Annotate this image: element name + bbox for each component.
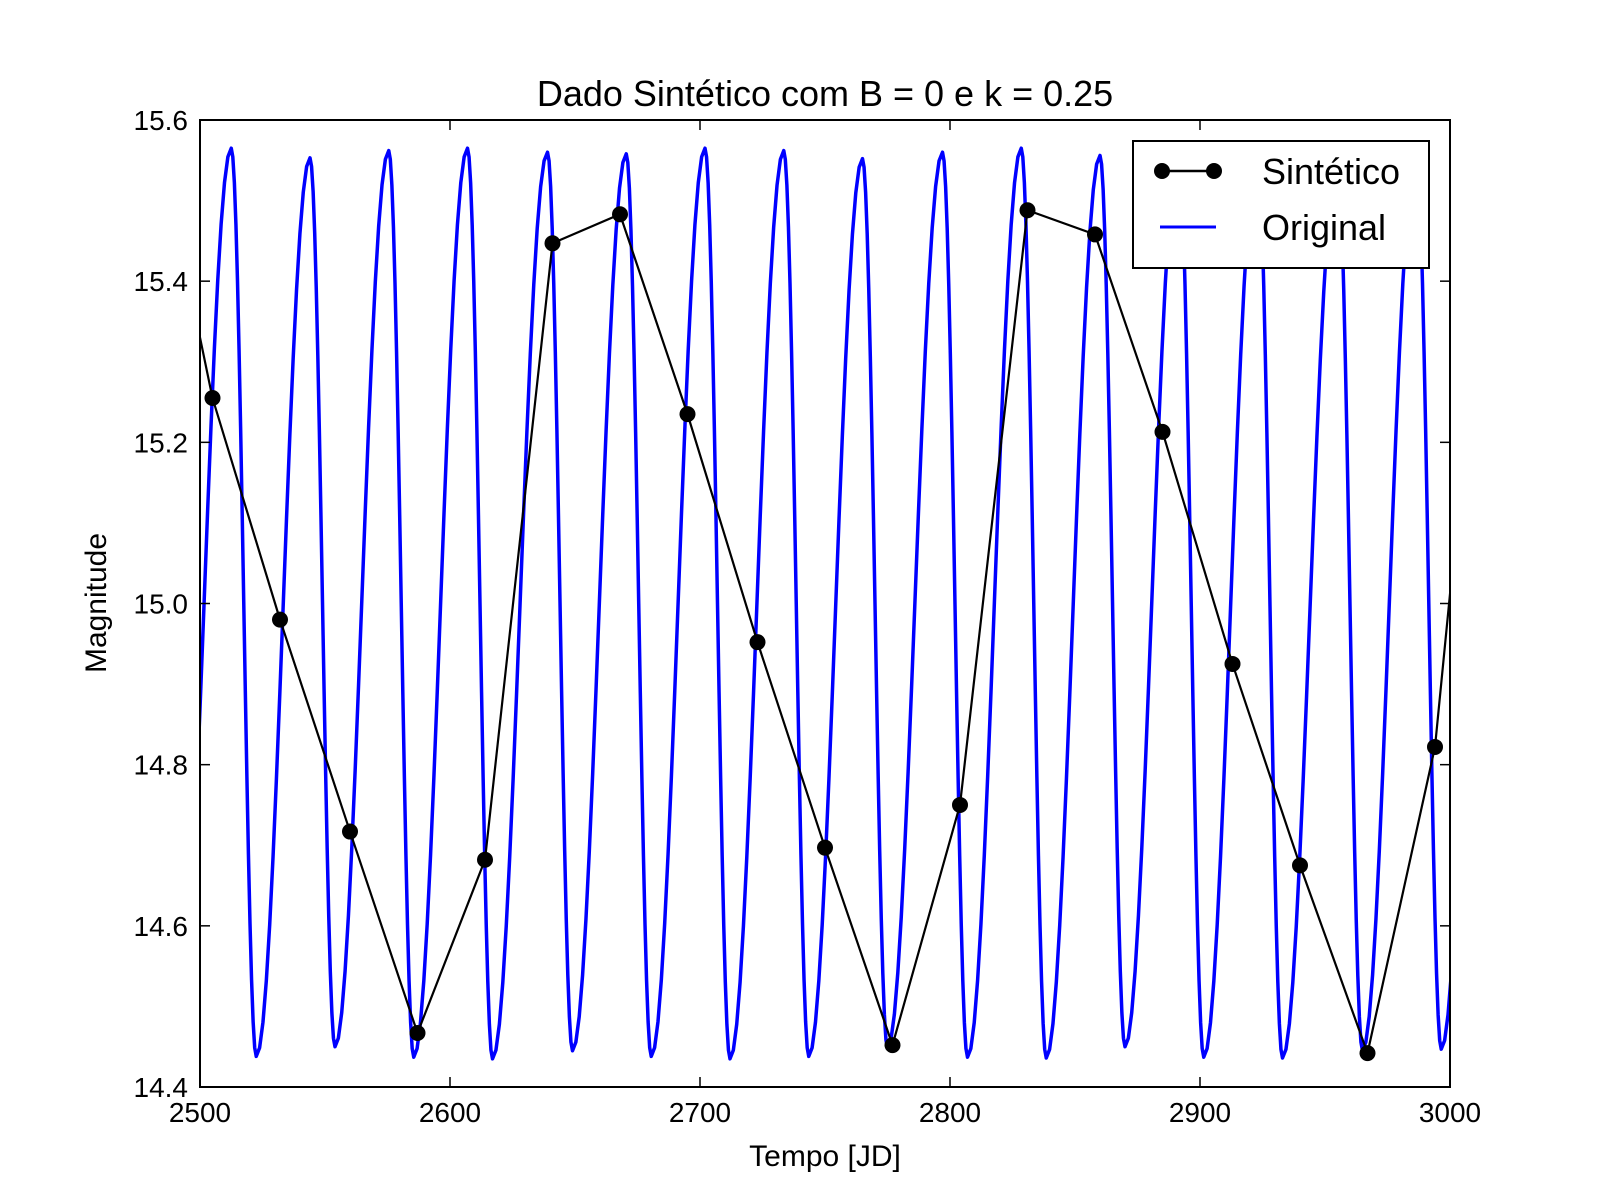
- data-point-sintetico: [1427, 738, 1443, 755]
- data-point-sintetico: [342, 823, 358, 840]
- x-tick-label: 2900: [1169, 1097, 1231, 1128]
- x-axis-label: Tempo [JD]: [749, 1140, 901, 1173]
- data-point-sintetico: [679, 406, 696, 423]
- data-point-sintetico: [1292, 857, 1308, 874]
- data-point-sintetico: [544, 235, 561, 252]
- y-tick-label: 15.6: [134, 105, 189, 136]
- data-point-sintetico: [477, 851, 493, 868]
- y-axis-label: Magnitude: [80, 533, 113, 673]
- legend: Sintético Original: [1132, 140, 1430, 269]
- x-tick-label: 2800: [919, 1097, 981, 1128]
- data-point-sintetico: [817, 839, 833, 856]
- data-point-sintetico: [1087, 226, 1103, 243]
- series-line-original: [200, 146, 1450, 1061]
- legend-label-sintetico: Sintético: [1262, 151, 1400, 192]
- x-tick-label: 2500: [169, 1097, 231, 1128]
- y-tick-label: 15.2: [134, 427, 189, 458]
- y-tick-label: 15.0: [134, 589, 189, 620]
- data-point-sintetico: [1224, 655, 1241, 672]
- axis-ticks: 2500 2600 2700 2800 2900 3000 14.4 14.6 14.8 15.0…: [134, 105, 1482, 1128]
- plot-series-layer: [200, 146, 1471, 1062]
- data-point-sintetico: [1359, 1045, 1376, 1062]
- y-tick-label: 14.4: [134, 1072, 189, 1103]
- x-tick-label: 2700: [669, 1097, 731, 1128]
- legend-box: [1132, 140, 1430, 269]
- data-point-sintetico: [204, 390, 221, 407]
- data-point-sintetico: [409, 1025, 426, 1042]
- data-point-sintetico: [272, 611, 288, 628]
- data-point-sintetico: [1019, 202, 1036, 219]
- legend-label-original: Original: [1262, 207, 1386, 248]
- data-point-sintetico: [884, 1037, 901, 1054]
- legend-marker-sintetico: [1206, 163, 1222, 179]
- chart-title: Dado Sintético com B = 0 e k = 0.25: [537, 73, 1113, 114]
- x-tick-label: 2600: [419, 1097, 481, 1128]
- data-point-sintetico: [1154, 423, 1171, 440]
- legend-marker-sintetico: [1154, 163, 1170, 179]
- data-point-sintetico: [612, 206, 628, 223]
- y-tick-label: 14.8: [134, 750, 189, 781]
- y-tick-label: 14.6: [134, 911, 189, 942]
- y-tick-label: 15.4: [134, 266, 189, 297]
- data-point-sintetico: [1455, 459, 1471, 475]
- data-point-sintetico: [749, 634, 766, 651]
- data-point-sintetico: [952, 796, 968, 813]
- x-tick-label: 3000: [1419, 1097, 1481, 1128]
